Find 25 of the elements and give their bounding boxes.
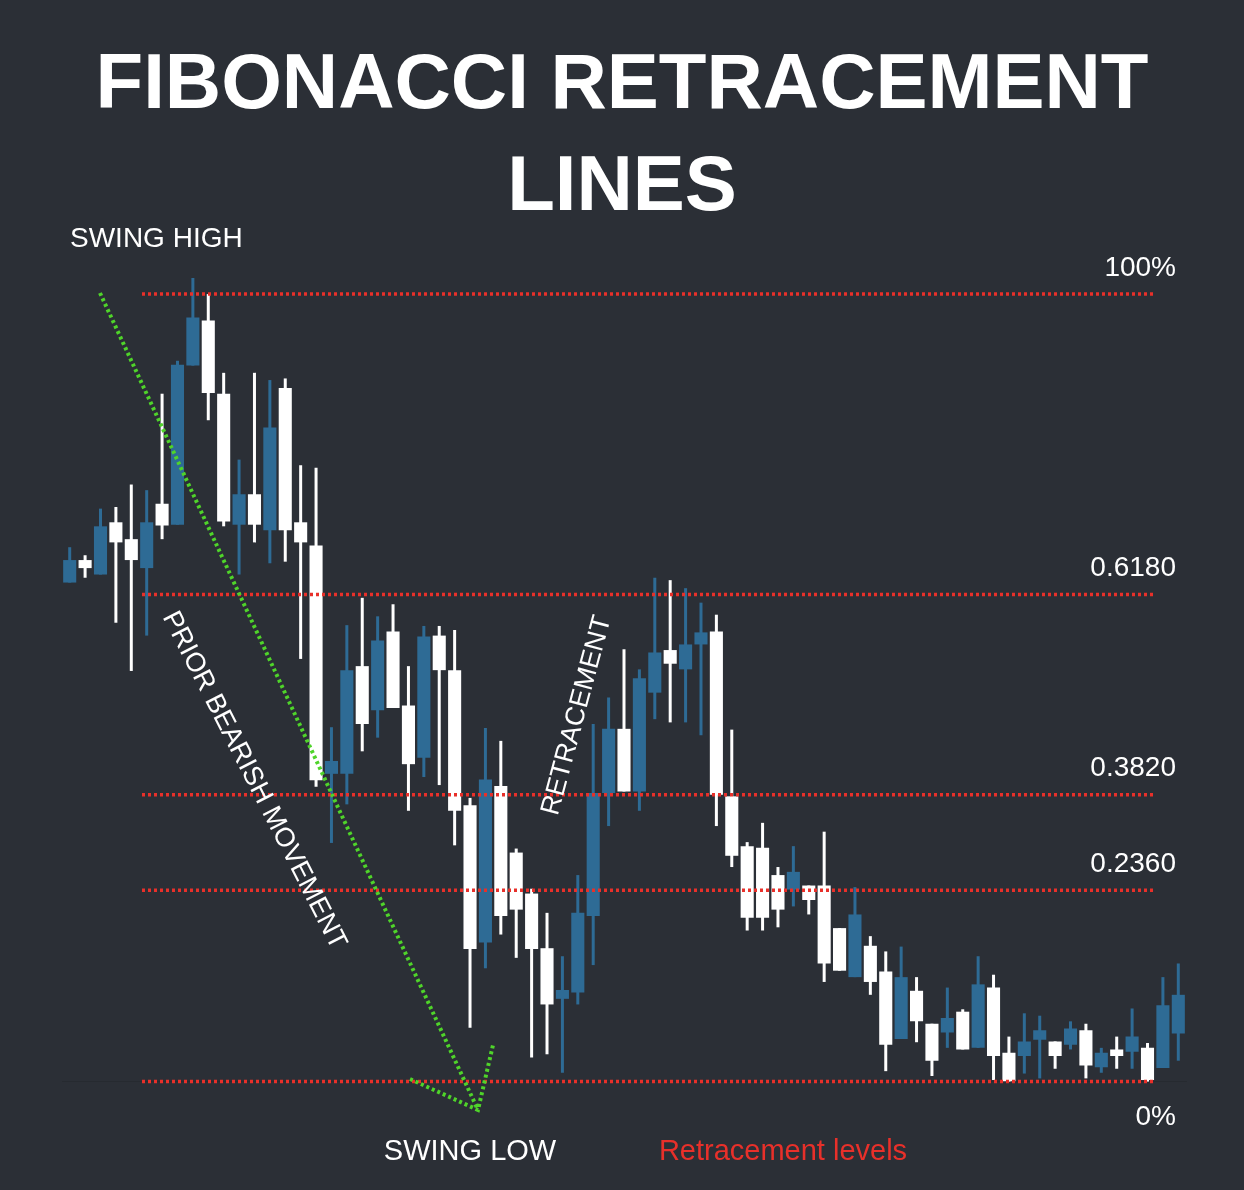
- text: 0%: [1135, 1100, 1176, 1132]
- candlestick: [786, 846, 800, 907]
- text: Retracement levels: [658, 1133, 908, 1167]
- candlestick: [109, 507, 123, 623]
- candlestick: [555, 956, 569, 1073]
- candlestick: [124, 484, 138, 671]
- candlestick: [1063, 1021, 1078, 1050]
- candlestick: [1048, 1041, 1062, 1069]
- annotation: 100%: [1104, 250, 1176, 282]
- candlestick: [1094, 1046, 1108, 1073]
- candlestick: [1110, 1036, 1124, 1069]
- candlestick: [63, 547, 77, 583]
- candlestick: [78, 555, 92, 578]
- candlestick: [1017, 1013, 1031, 1074]
- candlestick: [1125, 1008, 1139, 1069]
- annotation: 0.2360: [1090, 847, 1176, 879]
- candlestick: [663, 580, 677, 723]
- annotation: 0.3820: [1090, 751, 1176, 783]
- annotation: 0.6180: [1090, 551, 1176, 583]
- candlestick: [940, 987, 954, 1048]
- text: SWING LOW: [383, 1133, 557, 1167]
- candlestick: [155, 393, 169, 541]
- candlestick: [294, 465, 308, 659]
- candlestick: [1033, 1015, 1047, 1079]
- candlestick: [694, 602, 708, 736]
